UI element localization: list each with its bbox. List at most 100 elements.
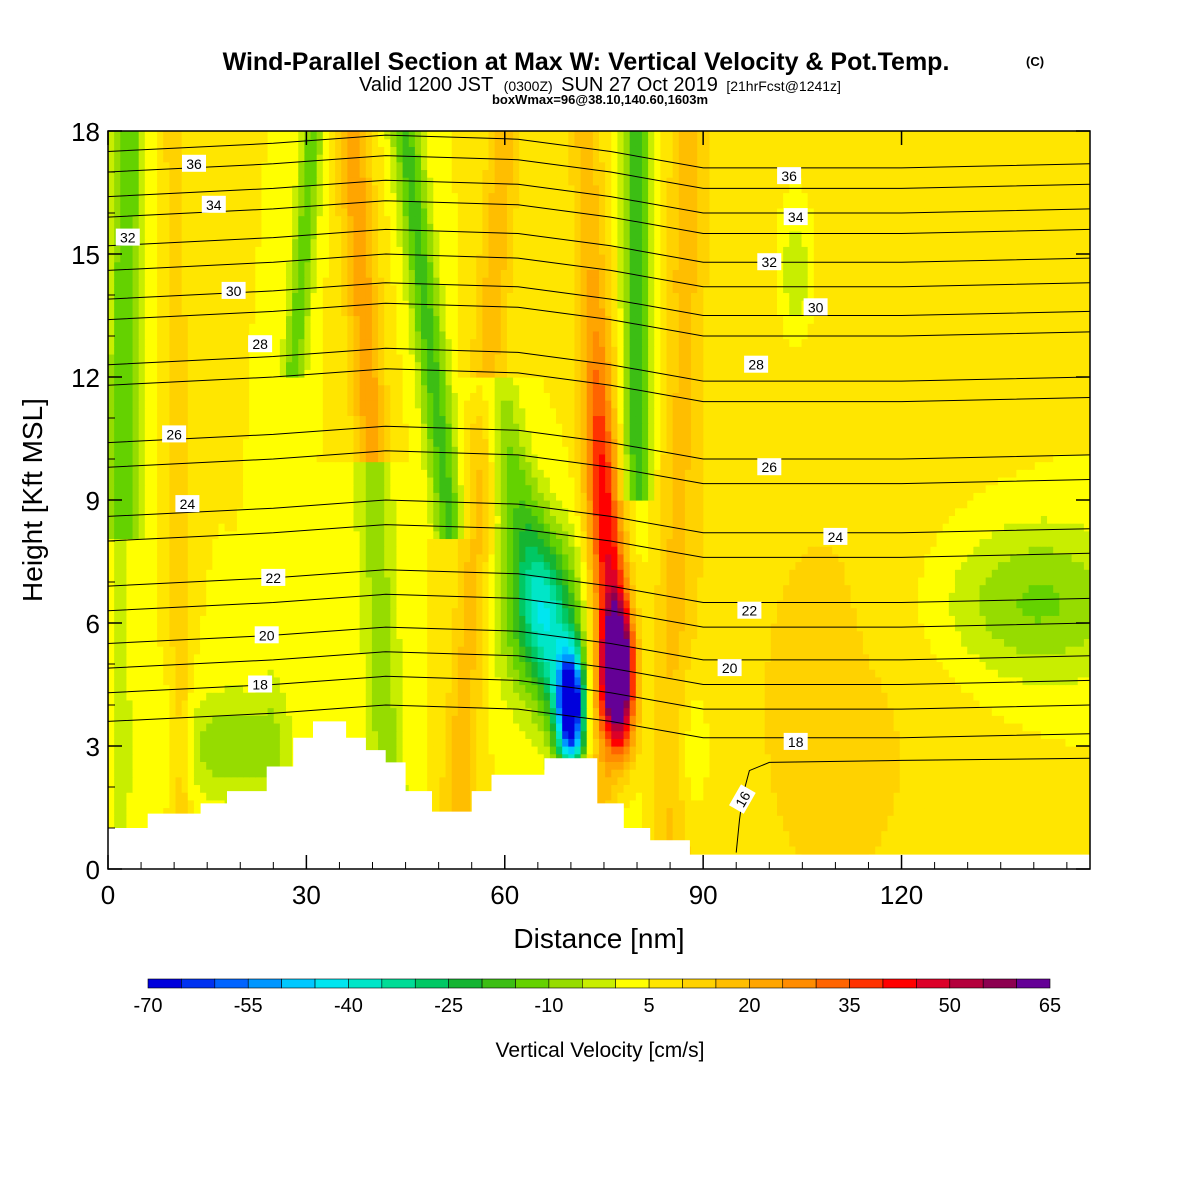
w-cell [316, 692, 324, 701]
w-cell [150, 707, 158, 716]
w-cell [887, 746, 895, 755]
w-cell [912, 815, 919, 824]
w-cell [899, 730, 907, 739]
w-cell [635, 815, 643, 824]
w-cell [930, 830, 938, 839]
w-cell [347, 661, 355, 670]
w-cell [789, 753, 796, 762]
w-cell [893, 684, 901, 693]
w-cell [261, 653, 269, 663]
w-cell [807, 769, 815, 778]
w-cell [1004, 707, 1011, 716]
w-cell [396, 753, 404, 762]
w-cell [605, 638, 612, 647]
w-cell [979, 769, 987, 778]
w-cell [832, 653, 839, 663]
w-cell [1053, 638, 1060, 647]
w-cell [678, 792, 686, 801]
w-cell [893, 799, 901, 809]
w-cell [494, 746, 502, 755]
w-cell [316, 699, 324, 709]
w-cell [537, 638, 545, 647]
w-cell [875, 707, 882, 716]
w-cell [187, 784, 195, 793]
w-cell [292, 699, 299, 709]
w-cell [181, 761, 189, 770]
w-cell [187, 738, 195, 747]
w-cell [1040, 669, 1048, 678]
w-cell [838, 692, 846, 701]
w-cell [770, 753, 778, 762]
w-cell [942, 792, 950, 801]
w-cell [887, 684, 895, 693]
w-cell [770, 669, 778, 678]
w-cell [1022, 707, 1030, 716]
w-cell [881, 792, 889, 801]
w-cell [470, 769, 477, 778]
w-cell [954, 784, 962, 793]
w-cell [108, 792, 115, 801]
w-cell [322, 630, 330, 639]
w-cell [310, 630, 318, 639]
w-cell [1034, 761, 1042, 770]
w-cell [776, 838, 784, 847]
w-cell [770, 792, 778, 801]
w-cell [390, 715, 398, 724]
w-cell [623, 630, 631, 639]
w-cell [856, 769, 864, 778]
w-cell [163, 730, 170, 739]
w-cell [310, 715, 318, 724]
w-cell [163, 776, 170, 786]
w-cell [856, 646, 864, 655]
w-cell [881, 715, 889, 724]
w-cell [169, 646, 177, 655]
w-cell [654, 753, 661, 762]
w-cell [537, 730, 545, 739]
w-cell [991, 676, 999, 686]
w-cell [850, 792, 858, 801]
w-cell [549, 715, 557, 724]
w-cell [384, 722, 391, 732]
w-cell [862, 669, 870, 678]
w-cell [666, 653, 674, 663]
w-cell [746, 669, 754, 678]
w-cell [881, 753, 889, 762]
w-cell [697, 630, 704, 639]
w-cell [666, 784, 674, 793]
w-cell [752, 692, 760, 701]
w-cell [1071, 699, 1079, 709]
w-cell [1065, 792, 1073, 801]
w-cell [789, 845, 796, 855]
w-cell [678, 661, 686, 670]
w-cell [138, 792, 146, 801]
w-cell [776, 792, 784, 801]
w-cell [531, 722, 539, 732]
w-cell [1034, 707, 1042, 716]
w-cell [580, 692, 588, 701]
w-cell [304, 722, 312, 732]
w-cell [371, 722, 379, 732]
w-cell [734, 692, 741, 701]
w-cell [408, 776, 416, 786]
w-cell [433, 722, 441, 732]
w-cell [746, 730, 754, 739]
w-cell [801, 838, 809, 847]
w-cell [513, 753, 520, 762]
w-cell [218, 653, 226, 663]
w-cell [439, 784, 447, 793]
w-cell [138, 746, 146, 755]
w-cell [243, 776, 250, 786]
w-cell [826, 845, 833, 855]
w-cell [255, 738, 263, 747]
w-cell [918, 838, 925, 847]
w-cell [322, 699, 330, 709]
w-cell [230, 784, 238, 793]
w-cell [175, 684, 183, 693]
w-cell [924, 746, 932, 755]
w-cell [114, 653, 121, 663]
w-cell [402, 684, 410, 693]
w-cell [341, 653, 348, 663]
w-cell [463, 738, 471, 747]
w-cell [1065, 807, 1073, 816]
w-cell [353, 661, 361, 670]
